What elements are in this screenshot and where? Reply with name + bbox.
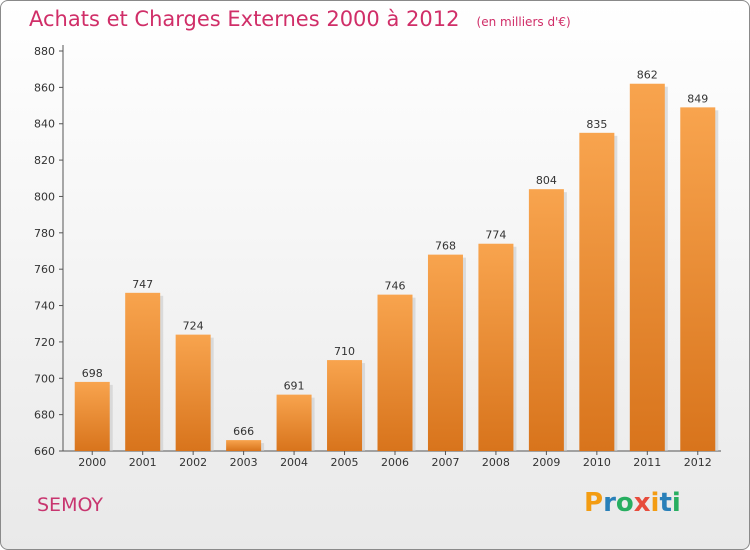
x-tick-label: 2011 — [633, 456, 661, 469]
value-label: 724 — [183, 320, 204, 333]
x-tick-label: 2010 — [583, 456, 611, 469]
bar — [377, 294, 413, 451]
bar — [226, 440, 262, 451]
bar — [579, 132, 615, 451]
title-row: Achats et Charges Externes 2000 à 2012 (… — [29, 7, 571, 31]
bar — [427, 254, 463, 451]
y-tick-label: 780 — [34, 227, 55, 240]
x-tick-label: 2005 — [331, 456, 359, 469]
y-tick-label: 800 — [34, 190, 55, 203]
x-tick-label: 2000 — [78, 456, 106, 469]
bar — [327, 360, 363, 451]
value-label: 747 — [132, 278, 153, 291]
y-tick-label: 760 — [34, 263, 55, 276]
town-name: SEMOY — [37, 494, 103, 516]
proxiti-logo: Proxiti — [584, 488, 681, 518]
chart-title: Achats et Charges Externes 2000 à 2012 — [29, 7, 460, 31]
logo-letter: o — [615, 488, 634, 518]
x-tick-label: 2004 — [280, 456, 308, 469]
logo-letter: t — [659, 488, 672, 518]
bars — [74, 83, 719, 452]
value-label: 768 — [435, 240, 456, 253]
y-tick-label: 820 — [34, 154, 55, 167]
logo-letter: i — [671, 488, 681, 518]
y-tick-label: 720 — [34, 336, 55, 349]
x-tick-label: 2002 — [179, 456, 207, 469]
value-label: 710 — [334, 345, 355, 358]
bar — [478, 243, 514, 451]
y-tick-label: 860 — [34, 81, 55, 94]
y-tick-label: 840 — [34, 118, 55, 131]
x-tick-label: 2006 — [381, 456, 409, 469]
x-tick-label: 2007 — [431, 456, 459, 469]
x-tick-label: 2008 — [482, 456, 510, 469]
y-tick-label: 660 — [34, 445, 55, 458]
logo-letter: x — [633, 488, 651, 518]
x-tick-label: 2001 — [129, 456, 157, 469]
x-tick-label: 2003 — [230, 456, 258, 469]
bar — [528, 189, 564, 451]
value-label: 746 — [385, 280, 406, 293]
chart-unit: (en milliers d'€) — [476, 15, 571, 29]
logo-letter: r — [603, 488, 616, 518]
bar — [276, 394, 312, 451]
y-tick-label: 680 — [34, 409, 55, 422]
logo-letter: P — [584, 488, 604, 518]
value-label: 804 — [536, 174, 557, 187]
y-tick-label: 700 — [34, 372, 55, 385]
x-tick-label: 2012 — [684, 456, 712, 469]
y-tick-label: 880 — [34, 45, 55, 58]
x-tick-label: 2009 — [532, 456, 560, 469]
y-tick-label: 740 — [34, 300, 55, 313]
value-label: 862 — [637, 69, 658, 82]
value-label: 835 — [586, 118, 607, 131]
bar — [125, 292, 161, 451]
value-label: 698 — [82, 367, 103, 380]
labels: 2000 698 2001 747 2002 724 2003 666 2004 691 2005 7… — [78, 69, 712, 469]
logo-letter: i — [650, 488, 660, 518]
value-label: 666 — [233, 425, 254, 438]
bar — [74, 381, 110, 451]
bar — [629, 83, 665, 452]
axes: 660 680 700 720 740 760 780 800 820 840 860 880 — [34, 45, 721, 458]
value-label: 849 — [687, 92, 708, 105]
bar — [175, 334, 211, 451]
value-label: 691 — [284, 380, 305, 393]
bar — [680, 107, 716, 451]
value-label: 774 — [485, 229, 506, 242]
